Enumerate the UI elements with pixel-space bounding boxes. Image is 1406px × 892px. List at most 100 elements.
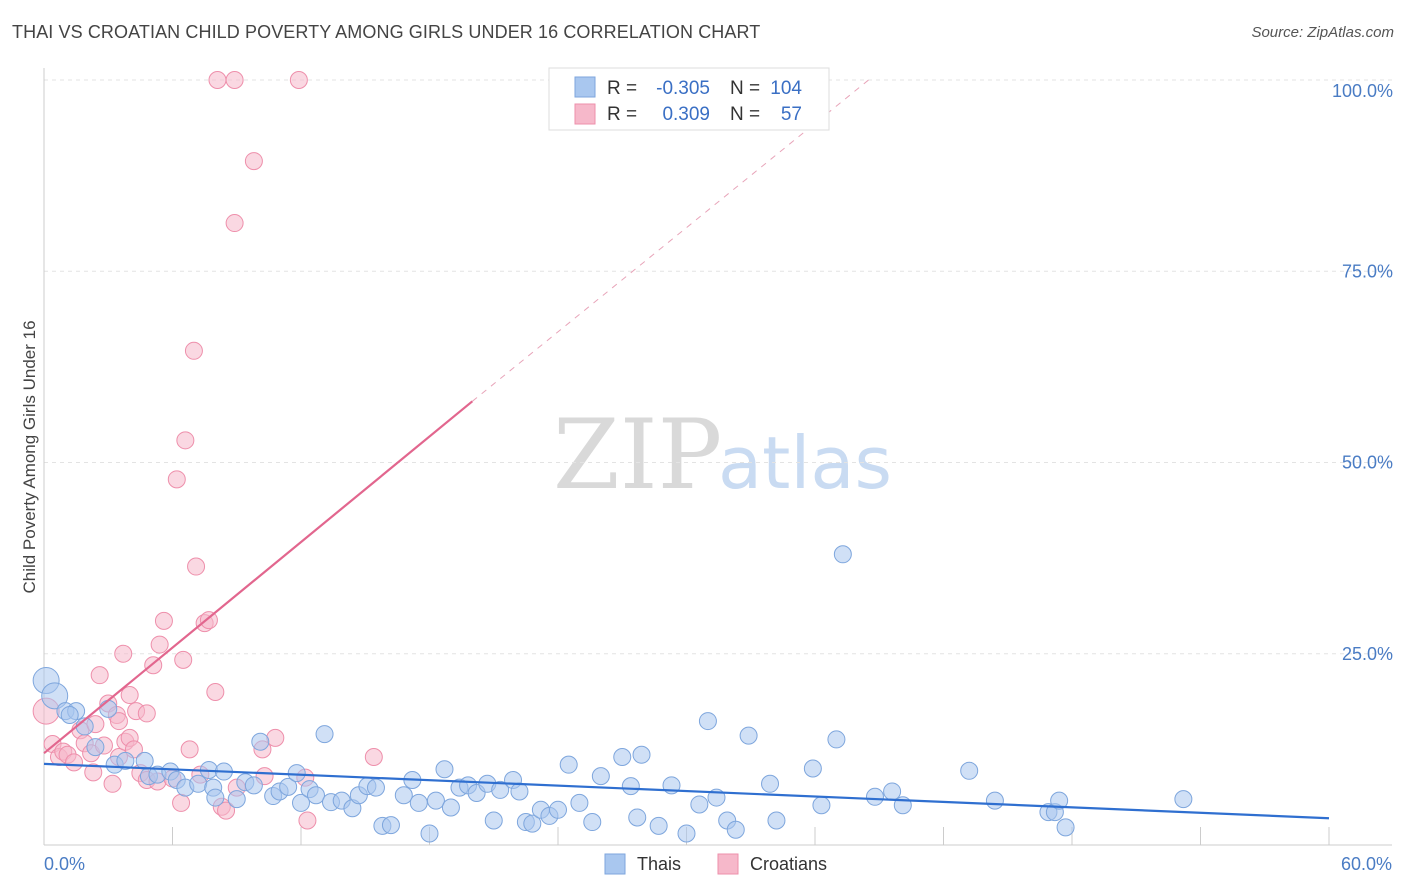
legend-croatian-n-label: N = [730, 104, 760, 125]
thai-point [1056, 818, 1075, 837]
thai-points [32, 545, 1193, 843]
thai-point [632, 745, 651, 764]
legend-croatian-r-value: 0.309 [662, 104, 710, 125]
thai-point [394, 786, 413, 805]
y-tick-label: 50.0% [1342, 453, 1393, 473]
correlation-legend: R = -0.305 N = 104 R = 0.309 N = 57 [548, 67, 830, 131]
bottom-legend-swatch-croatian [717, 853, 739, 875]
thai-point [621, 777, 640, 796]
bottom-legend-swatch-thai [604, 853, 626, 875]
y-axis-label: Child Poverty Among Girls Under 16 [20, 320, 39, 593]
thai-point [1050, 791, 1069, 810]
thai-point [306, 786, 325, 805]
croatian-point [64, 753, 83, 772]
y-tick-label: 100.0% [1332, 81, 1393, 101]
thai-point [279, 777, 298, 796]
thai-point [649, 816, 668, 835]
thai-point [628, 808, 647, 827]
thai-point [409, 793, 428, 812]
thai-point [739, 726, 758, 745]
thai-point [315, 725, 334, 744]
thai-point [767, 811, 786, 830]
thai-point [960, 761, 979, 780]
croatian-trendline [43, 400, 474, 755]
croatian-point [184, 341, 203, 360]
croatian-point [225, 214, 244, 233]
thai-point [116, 751, 135, 770]
croatian-point [180, 740, 199, 759]
x-tick-label-start: 0.0% [44, 854, 85, 874]
thai-point [883, 782, 902, 801]
thai-point [86, 738, 105, 757]
bottom-legend-croatian: Croatians [750, 854, 827, 874]
croatian-trendline-extension [472, 79, 869, 402]
chart-title: THAI VS CROATIAN CHILD POVERTY AMONG GIR… [12, 22, 761, 42]
croatian-point [150, 635, 169, 654]
thai-point [570, 793, 589, 812]
tick-labels: 0.0% 60.0% 25.0% 50.0% 75.0% 100.0% [44, 81, 1393, 874]
croatian-point [174, 650, 193, 669]
croatian-point [154, 611, 173, 630]
watermark-zip: ZIP [553, 399, 722, 511]
legend-thai-r-label: R = [607, 78, 637, 99]
thai-point [227, 790, 246, 809]
croatian-point [225, 71, 244, 89]
thai-point [613, 748, 632, 767]
croatian-point [172, 793, 191, 812]
croatian-point [289, 71, 308, 89]
trendlines [43, 79, 1330, 820]
thai-point [677, 824, 696, 843]
thai-point [60, 705, 79, 724]
thai-point [559, 755, 578, 774]
thai-point [690, 795, 709, 814]
croatian-point [90, 666, 109, 685]
thai-point [189, 774, 208, 793]
thai-point [99, 699, 118, 718]
croatian-point [84, 763, 103, 782]
thai-point [726, 820, 745, 839]
croatian-point [266, 728, 285, 747]
thai-point [206, 788, 225, 807]
croatian-point [176, 431, 195, 450]
legend-swatch-croatian [574, 103, 596, 125]
thai-point [833, 545, 852, 564]
thai-point [244, 776, 263, 795]
thai-point [985, 791, 1004, 810]
legend-swatch-thai [574, 76, 596, 98]
thai-point [827, 730, 846, 749]
y-tick-label: 75.0% [1342, 261, 1393, 281]
thai-point [381, 816, 400, 835]
thai-point [41, 682, 69, 710]
thai-point [698, 712, 717, 731]
series-legend: Thais Croatians [604, 853, 827, 875]
croatian-point [364, 748, 383, 767]
thai-point [287, 764, 306, 783]
legend-croatian-n-value: 57 [781, 104, 802, 125]
thai-point [761, 774, 780, 793]
croatian-point [206, 683, 225, 701]
chart-source: Source: ZipAtlas.com [1251, 24, 1394, 41]
thai-point [292, 793, 310, 812]
thai-point [1174, 790, 1193, 809]
legend-thai-r-value: -0.305 [656, 78, 710, 99]
gridlines [44, 79, 1392, 655]
croatian-point [120, 686, 139, 705]
thai-point [583, 813, 602, 832]
bottom-legend-thai: Thais [637, 854, 681, 874]
thai-point [803, 759, 822, 778]
thai-point [865, 787, 884, 806]
x-tick-label-end: 60.0% [1341, 854, 1392, 874]
legend-thai-n-label: N = [730, 78, 760, 99]
thai-point [484, 811, 503, 830]
croatian-point [109, 712, 128, 731]
thai-point [366, 778, 385, 797]
y-tick-label: 25.0% [1342, 644, 1393, 664]
thai-point [549, 800, 567, 819]
thai-point [251, 732, 270, 751]
croatian-point [199, 611, 218, 630]
legend-box [548, 67, 830, 131]
thai-point [812, 796, 831, 815]
legend-croatian-r-label: R = [607, 104, 637, 125]
thai-point [435, 760, 454, 779]
croatian-point [298, 811, 317, 830]
